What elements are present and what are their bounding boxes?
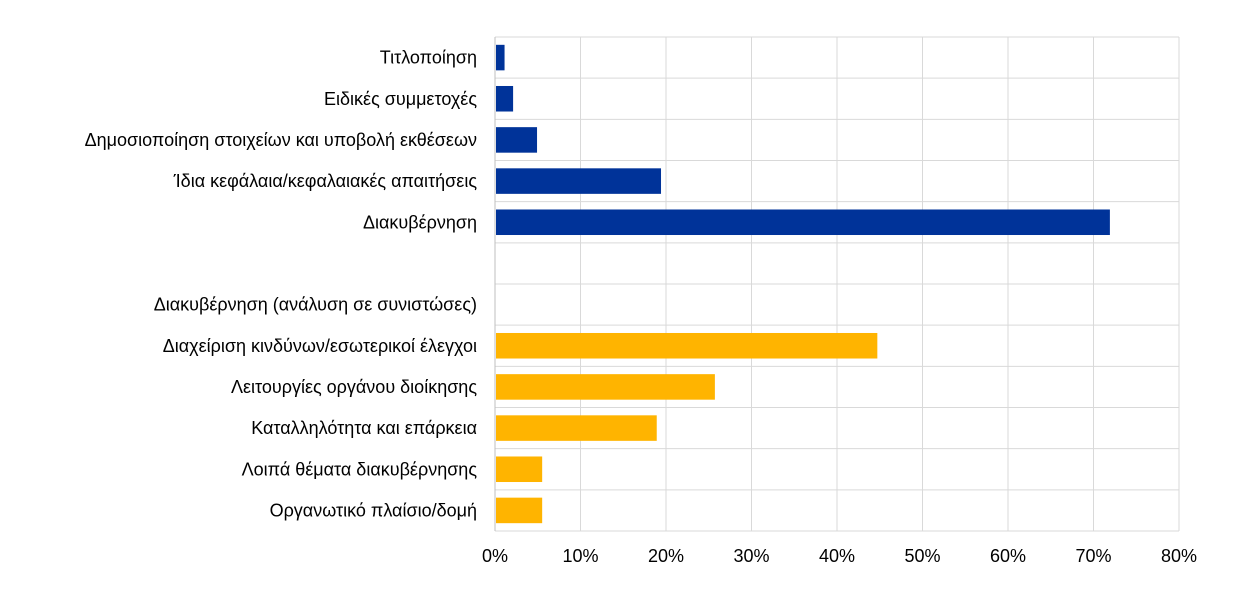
bar: [496, 374, 715, 400]
bar: [496, 415, 657, 441]
grid-layer: [494, 36, 1180, 532]
x-tick-label: 60%: [990, 546, 1026, 566]
category-labels: Τιτλοποίηση Ειδικές συμμετοχές Δημοσιοποίη…: [85, 48, 478, 521]
x-tick-label: 80%: [1161, 546, 1197, 566]
category-label: Ίδια κεφάλαια/κεφαλαιακές απαιτήσεις: [173, 171, 478, 191]
x-tick-label: 0%: [482, 546, 508, 566]
category-label: Οργανωτικό πλαίσιο/δομή: [270, 500, 477, 520]
x-tick-label: 40%: [819, 546, 855, 566]
bar: [496, 332, 878, 359]
x-tick-label: 50%: [904, 546, 940, 566]
bar: [496, 85, 514, 112]
category-label: Τιτλοποίηση: [380, 48, 477, 68]
bar: [496, 497, 543, 524]
bar: [496, 44, 505, 71]
category-label: Δημοσιοποίηση στοιχείων και υποβολή εκθέ…: [85, 130, 477, 150]
category-label: Διακυβέρνηση: [363, 212, 477, 232]
bar: [496, 456, 543, 483]
x-tick-label: 20%: [648, 546, 684, 566]
x-tick-label: 10%: [562, 546, 598, 566]
category-label: Καταλληλότητα και επάρκεια: [251, 418, 477, 438]
bar: [496, 168, 662, 194]
bar: [496, 127, 538, 153]
x-tick-label: 30%: [733, 546, 769, 566]
x-tick-label: 70%: [1075, 546, 1111, 566]
category-label: Λοιπά θέματα διακυβέρνησης: [242, 459, 478, 479]
category-label: Διακυβέρνηση (ανάλυση σε συνιστώσες): [154, 295, 477, 315]
bar-layer: [496, 44, 1110, 524]
x-tick-labels: 0% 10% 20% 30% 40% 50% 60% 70% 80%: [482, 546, 1197, 566]
bar: [496, 209, 1110, 236]
category-label: Ειδικές συμμετοχές: [324, 89, 477, 109]
category-label: Λειτουργίες οργάνου διοίκησης: [231, 377, 477, 397]
category-label: Διαχείριση κινδύνων/εσωτερικοί έλεγχοι: [163, 336, 477, 356]
